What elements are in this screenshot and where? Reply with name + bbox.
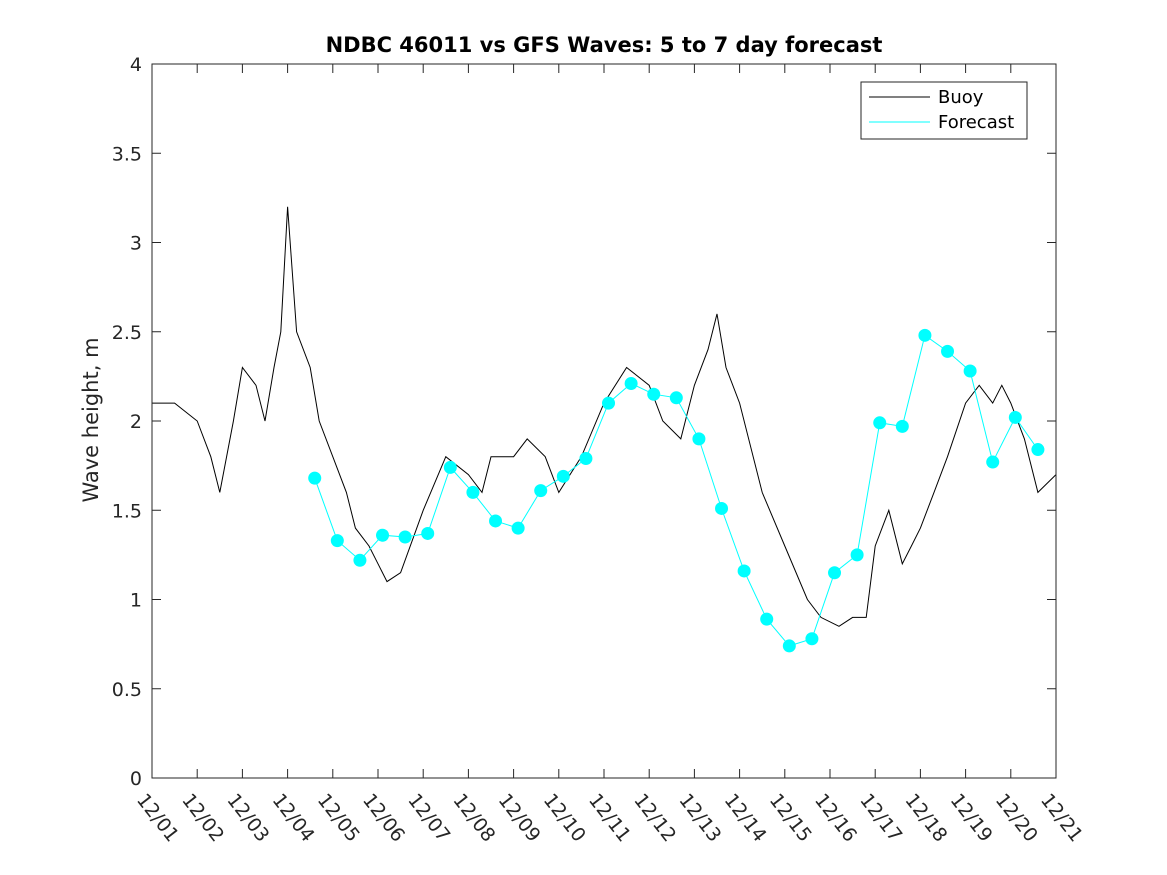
y-tick-label: 1	[130, 590, 142, 612]
forecast-point	[330, 534, 344, 548]
legend-label-forecast: Forecast	[938, 112, 1014, 133]
x-tick-label: 12/19	[946, 790, 997, 847]
forecast-series	[308, 328, 1045, 653]
forecast-point	[1008, 410, 1022, 424]
x-tick-label: 12/07	[403, 790, 454, 847]
forecast-point	[828, 566, 842, 580]
forecast-point	[308, 471, 322, 485]
forecast-point	[850, 548, 864, 562]
x-tick-label: 12/01	[132, 790, 183, 847]
x-tick-label: 12/13	[674, 790, 725, 847]
forecast-point	[353, 553, 367, 567]
y-tick-label: 1.5	[112, 500, 142, 522]
x-tick-label: 12/16	[810, 790, 861, 847]
forecast-point	[1031, 443, 1045, 457]
forecast-point	[782, 639, 796, 653]
forecast-point	[466, 485, 480, 499]
forecast-point	[647, 387, 661, 401]
forecast-point	[556, 469, 570, 483]
forecast-point	[941, 344, 955, 358]
buoy-line	[152, 206, 1057, 627]
x-tick-label: 12/12	[629, 790, 680, 847]
x-tick-label: 12/17	[855, 790, 906, 847]
x-tick-label: 12/09	[494, 790, 545, 847]
forecast-point	[489, 514, 503, 528]
legend-box	[860, 81, 1028, 140]
plot-background	[152, 64, 1056, 778]
x-tick-label: 12/21	[1036, 790, 1087, 847]
y-tick-label: 3	[130, 233, 142, 255]
x-tick-label: 12/11	[584, 790, 635, 847]
x-tick-label: 12/02	[177, 790, 228, 847]
y-tick-label: 0	[130, 768, 142, 790]
x-tick-label: 12/14	[720, 790, 771, 847]
forecast-point	[511, 521, 525, 535]
forecast-point	[737, 564, 751, 578]
y-tick-label: 0.5	[112, 679, 142, 701]
forecast-point	[986, 455, 1000, 469]
forecast-point	[376, 528, 390, 542]
legend-label-buoy: Buoy	[938, 87, 984, 108]
forecast-point	[624, 377, 638, 391]
forecast-point	[692, 432, 706, 446]
forecast-point	[421, 526, 435, 540]
forecast-point	[669, 391, 683, 405]
forecast-point	[760, 612, 774, 626]
x-tick-label: 12/20	[991, 790, 1042, 847]
x-tick-label: 12/08	[448, 790, 499, 847]
forecast-point	[918, 328, 932, 342]
forecast-point	[443, 460, 457, 474]
y-tick-label: 2	[130, 411, 142, 433]
buoy-series	[152, 206, 1057, 627]
y-tick-label: 2.5	[112, 322, 142, 344]
legend: Buoy Forecast	[860, 81, 1028, 140]
y-axis-label: Wave height, m	[79, 337, 103, 502]
y-tick-label: 3.5	[112, 143, 142, 165]
x-tick-label: 12/04	[268, 790, 319, 847]
y-tick-label: 4	[130, 54, 142, 76]
chart-title: NDBC 46011 vs GFS Waves: 5 to 7 day fore…	[326, 33, 883, 57]
forecast-point	[579, 451, 593, 465]
forecast-point	[873, 416, 887, 430]
plot-area	[152, 64, 1056, 778]
x-tick-label: 12/18	[900, 790, 951, 847]
forecast-point	[805, 632, 819, 646]
x-tick-label: 12/06	[358, 790, 409, 847]
x-tick-label: 12/03	[222, 790, 273, 847]
x-tick-label: 12/10	[539, 790, 590, 847]
forecast-point	[534, 484, 548, 498]
forecast-point	[715, 501, 729, 515]
forecast-point	[398, 530, 412, 544]
x-tick-label: 12/05	[313, 790, 364, 847]
forecast-point	[963, 364, 977, 378]
x-tick-label: 12/15	[765, 790, 816, 847]
forecast-point	[602, 396, 616, 410]
forecast-point	[895, 419, 909, 433]
